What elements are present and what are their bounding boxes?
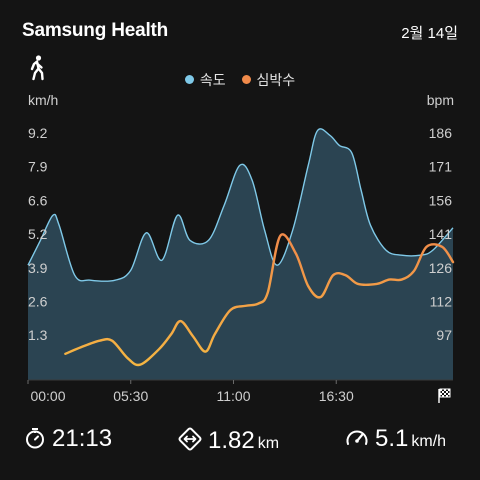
distance-stat: 1.82 km <box>178 424 279 455</box>
bpm-tick-label: 112 <box>430 294 453 310</box>
flag-check <box>446 391 448 393</box>
speed-value: 5.1 <box>375 425 409 452</box>
bpm-tick-label: 126 <box>429 260 453 276</box>
duration-value: 21:13 <box>52 425 113 452</box>
flag-check <box>440 389 442 391</box>
flag-check <box>448 393 450 395</box>
time-tick-label: 05:30 <box>113 388 148 404</box>
speed-tick-label: 3.9 <box>28 260 48 276</box>
speedometer-icon <box>346 430 368 445</box>
speed-stat: 5.1 km/h <box>345 424 446 453</box>
legend-speed[interactable]: 속도 <box>184 70 226 90</box>
distance-arrows-icon <box>178 427 202 451</box>
flag-check <box>440 393 442 395</box>
app-title: Samsung Health <box>22 20 169 41</box>
distance-value: 1.82 <box>208 427 255 454</box>
legend-heart-label: 심박수 <box>256 72 296 88</box>
legend-speed-label: 속도 <box>199 72 226 88</box>
time-tick-label: 00:00 <box>30 388 65 404</box>
workout-stats: 21:13 1.82 km 5.1 km/h <box>0 424 480 460</box>
duration-stat: 21:13 <box>24 424 112 453</box>
bpm-tick-label: 186 <box>429 125 453 141</box>
flag-check <box>444 393 446 395</box>
speed-tick-label: 5.2 <box>28 226 48 242</box>
flag-check <box>448 389 450 391</box>
workout-chart[interactable]: 9.2 7.9 6.6 5.2 3.9 2.6 1.3 186 171 156 141 126 112 9… <box>0 0 480 420</box>
heart-rate-line[interactable] <box>64 233 455 367</box>
flag-check <box>446 395 448 397</box>
speed-tick-label: 6.6 <box>28 192 48 208</box>
walking-icon <box>30 55 44 81</box>
time-tick-label: 11:00 <box>216 388 250 404</box>
bpm-axis-unit: bpm <box>426 92 454 108</box>
legend-heart-rate[interactable]: 심박수 <box>241 70 296 90</box>
speed-tick-label: 7.9 <box>28 159 48 175</box>
bpm-tick-label: 141 <box>429 226 453 242</box>
time-tick-label: 16:30 <box>319 388 354 404</box>
stopwatch-icon <box>26 428 44 449</box>
workout-date: 2월 14일 <box>401 25 458 42</box>
flag-check <box>442 391 444 393</box>
bpm-tick-label: 97 <box>436 327 452 343</box>
speed-line[interactable] <box>27 128 454 282</box>
speed-tick-label: 1.3 <box>28 327 48 343</box>
legend-speed-dot <box>184 75 194 84</box>
speed-tick-label: 9.2 <box>28 125 48 141</box>
legend-heart-dot <box>241 75 251 84</box>
speed-axis-unit: km/h <box>28 92 59 108</box>
speed-tick-label: 2.6 <box>28 294 48 310</box>
finish-flag-icon <box>438 388 451 403</box>
flag-check <box>442 395 444 397</box>
speed-unit: km/h <box>411 433 447 450</box>
bpm-tick-label: 171 <box>429 159 453 175</box>
speed-area <box>28 128 453 380</box>
chart-legend: 속도 심박수 <box>0 70 480 90</box>
flag-check <box>444 389 446 391</box>
distance-unit: km <box>257 435 280 452</box>
bpm-tick-label: 156 <box>429 192 453 208</box>
